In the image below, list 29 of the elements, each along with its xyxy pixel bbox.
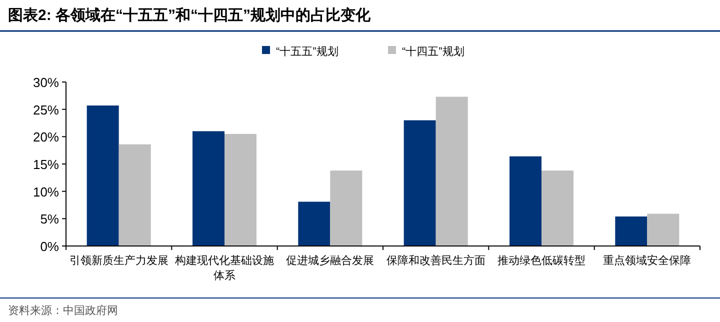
bar xyxy=(330,170,362,246)
chart-title: 图表2: 各领域在“十五五”和“十四五”规划中的占比变化 xyxy=(8,6,372,24)
bar xyxy=(436,96,468,246)
y-tick-label: 30% xyxy=(32,75,60,90)
x-tick-label: 引领新质生产力发展 xyxy=(69,254,168,267)
bar xyxy=(118,144,151,246)
y-tick-label: 10% xyxy=(32,184,60,200)
y-tick-label: 15% xyxy=(32,157,60,172)
legend-label: “十四五”规划 xyxy=(402,45,464,58)
bar xyxy=(404,120,436,246)
bar xyxy=(510,156,542,246)
bar xyxy=(615,216,648,246)
bar xyxy=(224,134,256,246)
x-tick-label: 重点领域安全保障 xyxy=(603,254,692,267)
y-tick-label: 0% xyxy=(40,239,60,254)
x-tick-label: 推动绿色低碳转型 xyxy=(498,255,586,267)
bar xyxy=(86,106,119,246)
x-tick-label: 促进城乡融合发展 xyxy=(286,254,374,267)
bar xyxy=(647,214,680,246)
legend-label: “十五五”规划 xyxy=(276,45,338,58)
x-tick-label: 保障和改善民生方面 xyxy=(386,254,486,267)
bar xyxy=(542,170,574,246)
text: 资料来源：中国政府网 xyxy=(8,304,118,317)
y-tick-label: 25% xyxy=(32,102,60,118)
y-tick-label: 5% xyxy=(40,212,60,227)
x-tick-label: 构建现代化基础设施体系 xyxy=(174,254,274,282)
bar xyxy=(192,131,224,246)
y-tick-label: 20% xyxy=(32,130,60,145)
bar xyxy=(298,202,330,246)
